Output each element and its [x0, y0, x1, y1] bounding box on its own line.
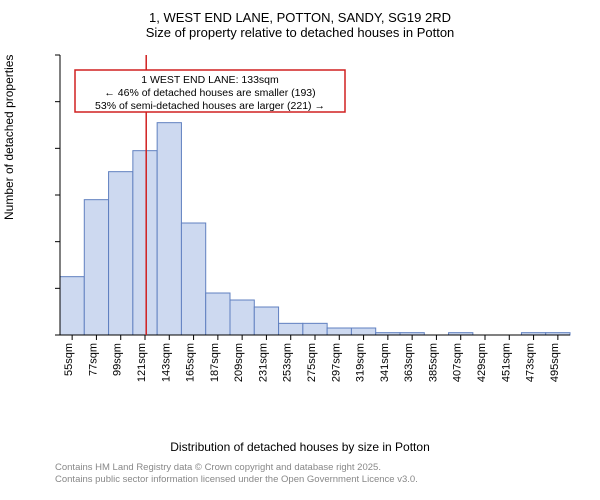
- histogram-bar: [109, 172, 133, 335]
- footer-line-1: Contains HM Land Registry data © Crown c…: [55, 462, 418, 474]
- x-tick-label: 253sqm: [282, 343, 294, 382]
- x-tick-label: 473sqm: [525, 343, 537, 382]
- x-tick-label: 187sqm: [209, 343, 221, 382]
- x-tick-label: 143sqm: [160, 343, 172, 382]
- x-tick-label: 209sqm: [233, 343, 245, 382]
- x-tick-label: 55sqm: [63, 343, 75, 376]
- x-tick-label: 451sqm: [500, 343, 512, 382]
- footer-attribution: Contains HM Land Registry data © Crown c…: [55, 462, 418, 486]
- x-axis-label: Distribution of detached houses by size …: [0, 440, 600, 454]
- histogram-bar: [327, 328, 351, 335]
- annotation-line-2: ← 46% of detached houses are smaller (19…: [104, 87, 315, 99]
- title-line-1: 1, WEST END LANE, POTTON, SANDY, SG19 2R…: [0, 10, 600, 25]
- x-tick-label: 275sqm: [306, 343, 318, 382]
- histogram-bar: [157, 123, 181, 335]
- annotation-line-1: 1 WEST END LANE: 133sqm: [141, 74, 279, 86]
- x-tick-label: 99sqm: [112, 343, 124, 376]
- x-tick-label: 495sqm: [549, 343, 561, 382]
- x-tick-label: 385sqm: [427, 343, 439, 382]
- x-tick-label: 77sqm: [87, 343, 99, 376]
- histogram-bar: [60, 277, 84, 335]
- x-tick-label: 165sqm: [185, 343, 197, 382]
- title-line-2: Size of property relative to detached ho…: [0, 25, 600, 40]
- y-axis-label: Number of detached properties: [2, 55, 16, 220]
- chart-area: 02040608010012055sqm77sqm99sqm121sqm143s…: [55, 50, 575, 390]
- chart-container: 1, WEST END LANE, POTTON, SANDY, SG19 2R…: [0, 0, 600, 500]
- x-tick-label: 429sqm: [476, 343, 488, 382]
- x-tick-label: 319sqm: [355, 343, 367, 382]
- footer-line-2: Contains public sector information licen…: [55, 474, 418, 486]
- histogram-bar: [133, 151, 157, 335]
- histogram-bar: [206, 293, 230, 335]
- title-block: 1, WEST END LANE, POTTON, SANDY, SG19 2R…: [0, 0, 600, 40]
- histogram-bar: [254, 307, 278, 335]
- x-tick-label: 407sqm: [452, 343, 464, 382]
- histogram-bar: [181, 223, 205, 335]
- histogram-bar: [230, 300, 254, 335]
- annotation-line-3: 53% of semi-detached houses are larger (…: [95, 100, 325, 112]
- histogram-bar: [279, 323, 303, 335]
- x-tick-label: 363sqm: [403, 343, 415, 382]
- x-tick-label: 231sqm: [257, 343, 269, 382]
- x-tick-label: 121sqm: [136, 343, 148, 382]
- histogram-bar: [84, 200, 108, 335]
- histogram-plot: 02040608010012055sqm77sqm99sqm121sqm143s…: [55, 50, 575, 390]
- histogram-bar: [351, 328, 375, 335]
- histogram-bar: [303, 323, 327, 335]
- x-tick-label: 297sqm: [330, 343, 342, 382]
- x-tick-label: 341sqm: [379, 343, 391, 382]
